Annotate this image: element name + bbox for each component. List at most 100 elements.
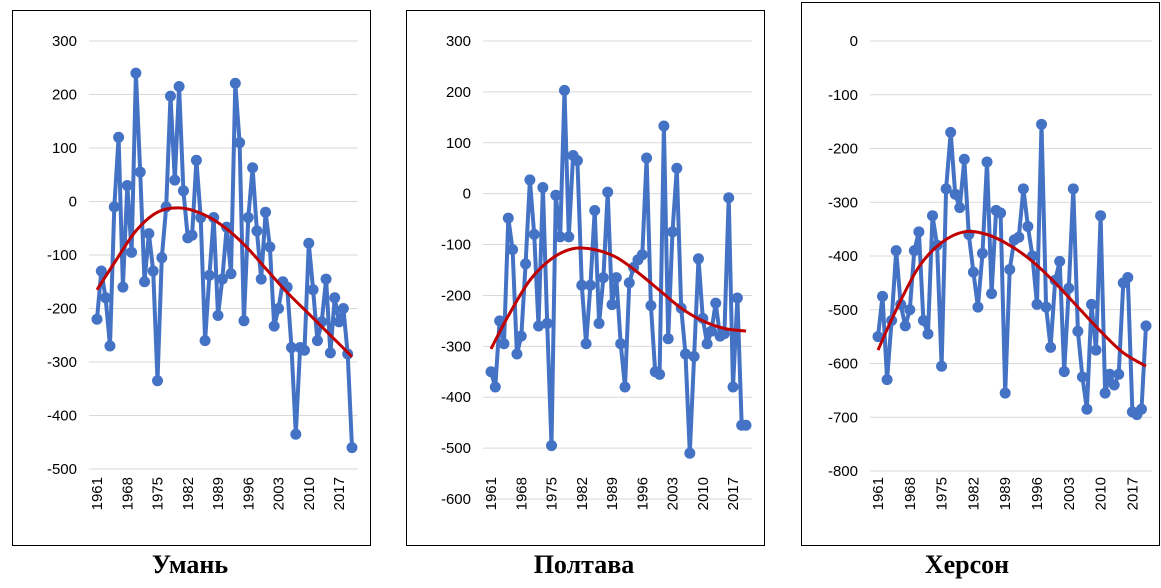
y-tick-label: -800: [828, 463, 858, 480]
data-point: [658, 120, 670, 132]
y-tick-label: -500: [441, 440, 471, 457]
series-line: [95, 71, 354, 448]
data-point: [940, 183, 952, 195]
data-point: [913, 226, 925, 238]
y-tick-label: -200: [47, 301, 77, 318]
trend-line: [489, 246, 747, 350]
data-point: [260, 206, 272, 218]
data-point: [945, 126, 957, 138]
y-tick-label: -600: [441, 491, 471, 508]
x-tick-label: 1996: [634, 477, 651, 510]
chart-frame-poltava: 300 200 100 0 -100 -200 -300 -400 -500 -600 1961 19…: [406, 10, 765, 546]
data-point: [684, 447, 696, 459]
x-tick-label: 1989: [604, 477, 621, 510]
data-point: [597, 272, 609, 284]
data-point: [610, 272, 622, 284]
y-tick-label: -700: [828, 409, 858, 426]
data-point: [576, 279, 588, 291]
data-point: [890, 245, 902, 257]
x-tick-label: 2017: [331, 477, 348, 510]
data-point: [589, 204, 601, 216]
x-tick-label: 1975: [150, 477, 167, 510]
data-point: [537, 182, 549, 194]
data-point: [91, 313, 103, 325]
x-tick-label: 2010: [1093, 477, 1110, 510]
data-point: [251, 225, 263, 237]
data-point: [623, 277, 635, 289]
data-point: [1090, 344, 1102, 356]
data-point: [329, 292, 341, 304]
x-tick-label: 1989: [210, 477, 227, 510]
y-tick-label: 100: [52, 140, 77, 157]
data-point: [671, 162, 683, 174]
data-point: [723, 192, 735, 204]
data-point: [100, 292, 112, 304]
data-point: [986, 288, 998, 300]
data-point: [117, 281, 129, 293]
data-point: [130, 67, 142, 79]
chart-frame-uman: 300 200 100 0 -100 -200 -300 -400 -500 1961 1968 19…: [12, 10, 371, 546]
y-tick-label: -200: [441, 287, 471, 304]
chart-svg-kherson: 0 -100 -200 -300 -400 -500 -600 -700 -800 1961 196…: [828, 33, 1152, 510]
data-point: [563, 231, 575, 243]
chart-svg-uman: 300 200 100 0 -100 -200 -300 -400 -500 1961 1968 19…: [47, 33, 358, 510]
x-tick-label: 1968: [902, 477, 919, 510]
data-point: [1095, 210, 1107, 222]
data-point: [199, 335, 211, 347]
data-point: [710, 297, 722, 309]
data-point: [524, 174, 536, 186]
data-point: [186, 229, 198, 241]
y-tick-label: 200: [52, 87, 77, 104]
data-point: [1004, 263, 1016, 275]
data-point: [546, 440, 558, 452]
data-point: [1081, 403, 1093, 415]
y-tick-label: 0: [463, 186, 471, 203]
data-point: [520, 258, 532, 270]
data-point: [1013, 231, 1025, 243]
chart-panel-kherson: 0 -100 -200 -300 -400 -500 -600 -700 -800 1961 196…: [777, 0, 1160, 588]
data-point: [113, 131, 125, 143]
data-point: [584, 279, 596, 291]
y-tick-label: -400: [828, 248, 858, 265]
data-point: [972, 301, 984, 313]
data-point: [999, 387, 1011, 399]
y-tick-label: 300: [52, 33, 77, 50]
data-point: [104, 340, 116, 352]
data-point: [143, 228, 155, 240]
data-point: [636, 249, 648, 261]
data-point: [311, 335, 323, 347]
data-point: [1058, 366, 1070, 378]
data-point: [727, 381, 739, 393]
data-point: [298, 344, 310, 356]
x-tick-label: 1996: [240, 477, 257, 510]
data-point: [927, 210, 939, 222]
chart-title-kherson: Херсон: [924, 550, 1010, 579]
x-tick-label: 1968: [119, 477, 136, 510]
y-tick-label: 100: [446, 135, 471, 152]
y-tick-label: -600: [828, 356, 858, 373]
data-point: [285, 342, 297, 354]
data-point: [740, 419, 752, 431]
y-tick-label: -200: [828, 141, 858, 158]
data-point: [701, 338, 713, 350]
y-tick-label: -100: [441, 237, 471, 254]
data-point: [268, 320, 280, 332]
chart-title-poltava: Полтава: [533, 550, 635, 579]
data-point: [1135, 403, 1147, 415]
data-point: [967, 266, 979, 278]
y-tick-label: 200: [446, 84, 471, 101]
chart-panel-poltava: 300 200 100 0 -100 -200 -300 -400 -500 -600 1961 19…: [394, 0, 774, 588]
x-tick-label: 2003: [665, 477, 682, 510]
x-tick-label: 2017: [725, 477, 742, 510]
data-point: [1108, 379, 1120, 391]
data-point: [320, 273, 332, 285]
x-tick-label: 1975: [544, 477, 561, 510]
y-tick-label: -400: [441, 389, 471, 406]
data-point: [1122, 272, 1134, 283]
data-point: [877, 290, 889, 302]
data-point: [203, 269, 215, 281]
x-tick-label: 1961: [89, 477, 106, 510]
y-tick-label: 300: [446, 33, 471, 50]
data-point: [1104, 368, 1116, 380]
x-tick-label: 1982: [180, 477, 197, 510]
